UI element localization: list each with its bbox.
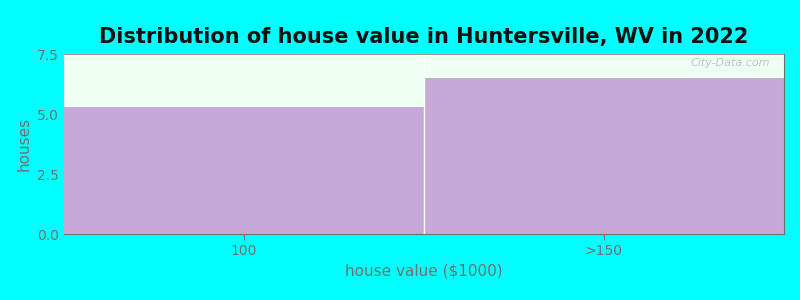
Y-axis label: houses: houses [17,117,32,171]
Title: Distribution of house value in Huntersville, WV in 2022: Distribution of house value in Huntersvi… [99,27,749,47]
X-axis label: house value ($1000): house value ($1000) [345,264,503,279]
Text: City-Data.com: City-Data.com [690,58,770,68]
